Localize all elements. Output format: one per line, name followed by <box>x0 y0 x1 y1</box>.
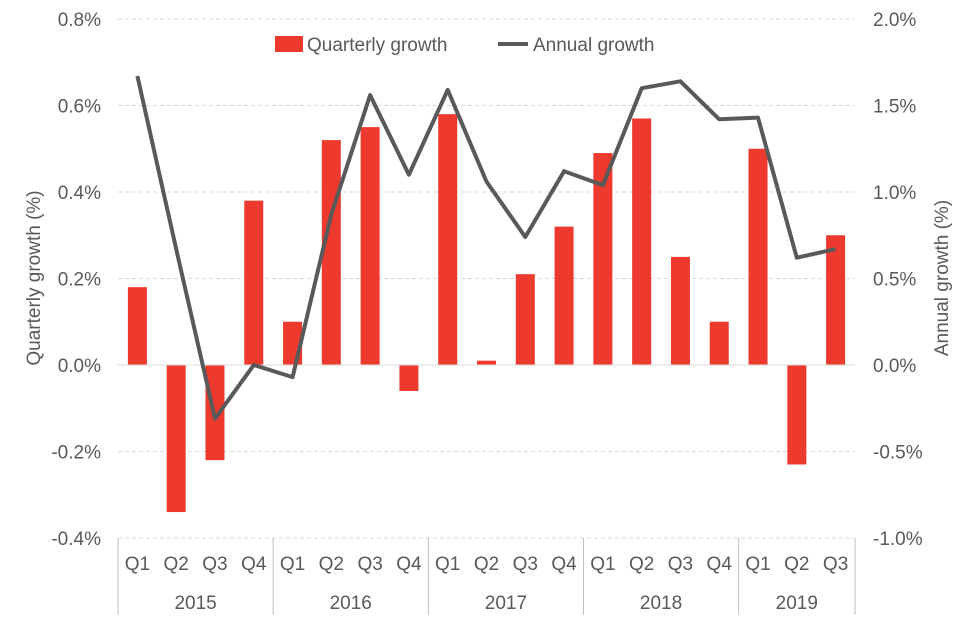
quarterly-growth-bar <box>787 365 807 465</box>
right-tick-label: 1.5% <box>873 97 916 118</box>
quarterly-growth-bar <box>399 365 419 391</box>
quarter-label: Q4 <box>551 554 577 575</box>
left-tick-label: -0.2% <box>51 443 101 464</box>
quarter-label: Q2 <box>319 554 344 575</box>
left-axis-ticks: -0.4% -0.2% 0.0% 0.2% 0.4% 0.6% 0.8% <box>51 10 101 550</box>
right-tick-label: -1.0% <box>873 529 923 550</box>
quarterly-growth-bar <box>515 274 535 365</box>
quarterly-growth-bar <box>826 235 846 365</box>
quarter-label: Q1 <box>435 554 460 575</box>
quarter-label: Q4 <box>707 554 733 575</box>
quarterly-growth-bar <box>670 256 690 365</box>
left-tick-label: 0.4% <box>58 183 101 204</box>
quarterly-growth-bar <box>360 127 380 365</box>
right-tick-label: 2.0% <box>873 10 916 31</box>
quarterly-growth-bar <box>709 321 729 365</box>
legend-label-quarterly: Quarterly growth <box>307 35 447 56</box>
year-label: 2015 <box>174 593 216 614</box>
quarterly-growth-bar <box>321 140 341 365</box>
quarter-label: Q2 <box>474 554 499 575</box>
left-tick-label: 0.6% <box>58 97 101 118</box>
quarterly-growth-bar <box>632 118 652 365</box>
quarter-label: Q3 <box>513 554 538 575</box>
quarterly-growth-bar <box>593 153 613 365</box>
quarterly-growth-bar <box>477 360 496 365</box>
quarter-label: Q2 <box>784 554 809 575</box>
left-tick-label: 0.8% <box>58 10 101 31</box>
gridlines <box>118 18 855 539</box>
legend: Quarterly growth Annual growth <box>275 35 654 56</box>
year-label: 2017 <box>485 593 527 614</box>
quarterly-growth-bar <box>748 148 768 365</box>
quarter-label: Q3 <box>202 554 227 575</box>
year-label: 2018 <box>640 593 682 614</box>
annual-growth-line <box>135 75 837 421</box>
x-axis: Q1 Q2 Q3 Q4 Q1 Q2 Q3 Q4 Q1 Q2 Q3 Q4 Q1 Q2 Q3 Q4 Q1 Q2 Q320… <box>117 538 856 615</box>
right-tick-label: 1.0% <box>873 183 916 204</box>
year-label: 2019 <box>776 593 818 614</box>
right-axis-ticks: -1.0% -0.5% 0.0% 0.5% 1.0% 1.5% 2.0% <box>873 10 923 550</box>
quarterly-growth-bars <box>127 114 846 513</box>
quarter-label: Q4 <box>241 554 267 575</box>
left-tick-label: 0.0% <box>58 356 101 377</box>
quarter-label: Q1 <box>590 554 615 575</box>
left-axis-title: Quarterly growth (%) <box>24 190 45 365</box>
left-tick-label: 0.2% <box>58 270 101 291</box>
right-tick-label: -0.5% <box>873 443 923 464</box>
annual-growth-series <box>135 75 837 421</box>
legend-swatch-quarterly <box>275 36 303 52</box>
quarterly-growth-bar <box>127 287 147 365</box>
year-label: 2016 <box>330 593 372 614</box>
right-tick-label: 0.0% <box>873 356 916 377</box>
quarterly-growth-bar <box>166 365 186 513</box>
right-tick-label: 0.5% <box>873 270 916 291</box>
quarter-label: Q3 <box>823 554 848 575</box>
quarter-label: Q2 <box>164 554 189 575</box>
quarter-label: Q1 <box>745 554 770 575</box>
quarter-label: Q2 <box>629 554 654 575</box>
quarter-label: Q3 <box>357 554 382 575</box>
quarter-label: Q1 <box>280 554 305 575</box>
legend-label-annual: Annual growth <box>533 35 654 56</box>
quarterly-growth-bar <box>438 114 458 366</box>
quarterly-growth-bar <box>554 226 574 365</box>
right-axis-title: Annual growth (%) <box>932 200 953 356</box>
quarter-label: Q1 <box>125 554 150 575</box>
left-tick-label: -0.4% <box>51 529 101 550</box>
quarter-label: Q3 <box>668 554 693 575</box>
quarterly-growth-bar <box>244 200 264 365</box>
quarter-label: Q4 <box>396 554 422 575</box>
